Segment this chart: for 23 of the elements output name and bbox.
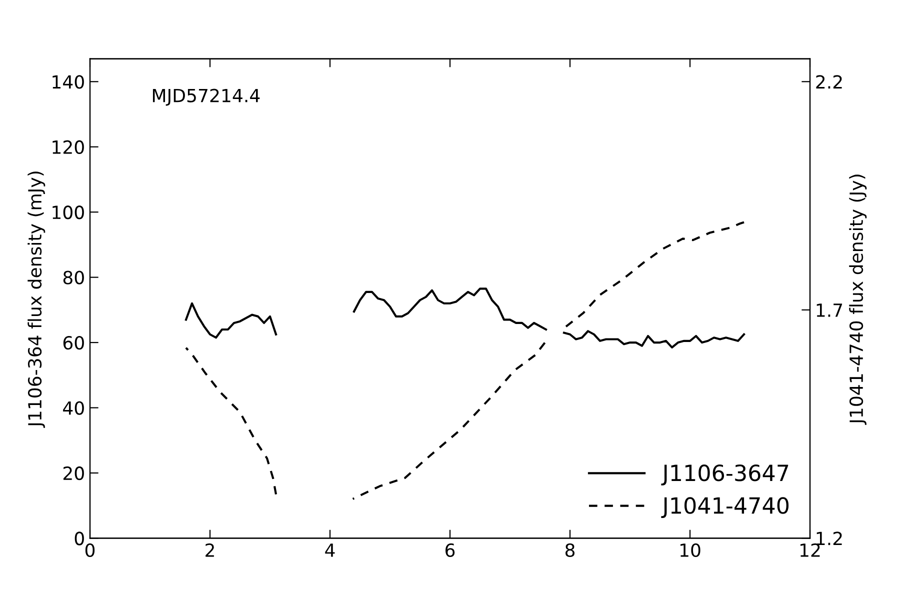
y-tick-label: 120 [52, 140, 84, 154]
y-axis-title: J1106-364 flux density (mJy) [28, 172, 46, 428]
y-tick-label: 100 [52, 206, 84, 220]
y-tick-label: 20 [63, 466, 84, 480]
x-tick-label: 10 [680, 543, 700, 558]
y-tick-label: 0 [74, 532, 84, 546]
annotation: MJD57214.4 [152, 88, 260, 106]
y-tick-label: 80 [63, 270, 84, 284]
x-tick-label: 8 [565, 543, 575, 558]
x-tick-label: 12 [800, 543, 820, 557]
x-tick-label: 6 [446, 543, 455, 558]
x-tick-label: 4 [325, 544, 335, 557]
y2-tick-label: 2.2 [816, 75, 842, 88]
x-tick-label: 0 [85, 543, 95, 558]
y-tick-label: 60 [63, 336, 84, 350]
legend-label: J1041-4740 [661, 497, 789, 518]
y2-tick-label: 1.2 [816, 532, 842, 546]
legend-label: J1106-3647 [661, 464, 788, 486]
y-tick-label: 40 [63, 401, 84, 415]
x-tick-label: 2 [206, 543, 214, 557]
y-tick-label: 140 [52, 75, 84, 89]
y2-axis-title: J1041-4740 flux density (Jy) [849, 174, 867, 425]
y2-tick-label: 1.7 [816, 304, 842, 317]
